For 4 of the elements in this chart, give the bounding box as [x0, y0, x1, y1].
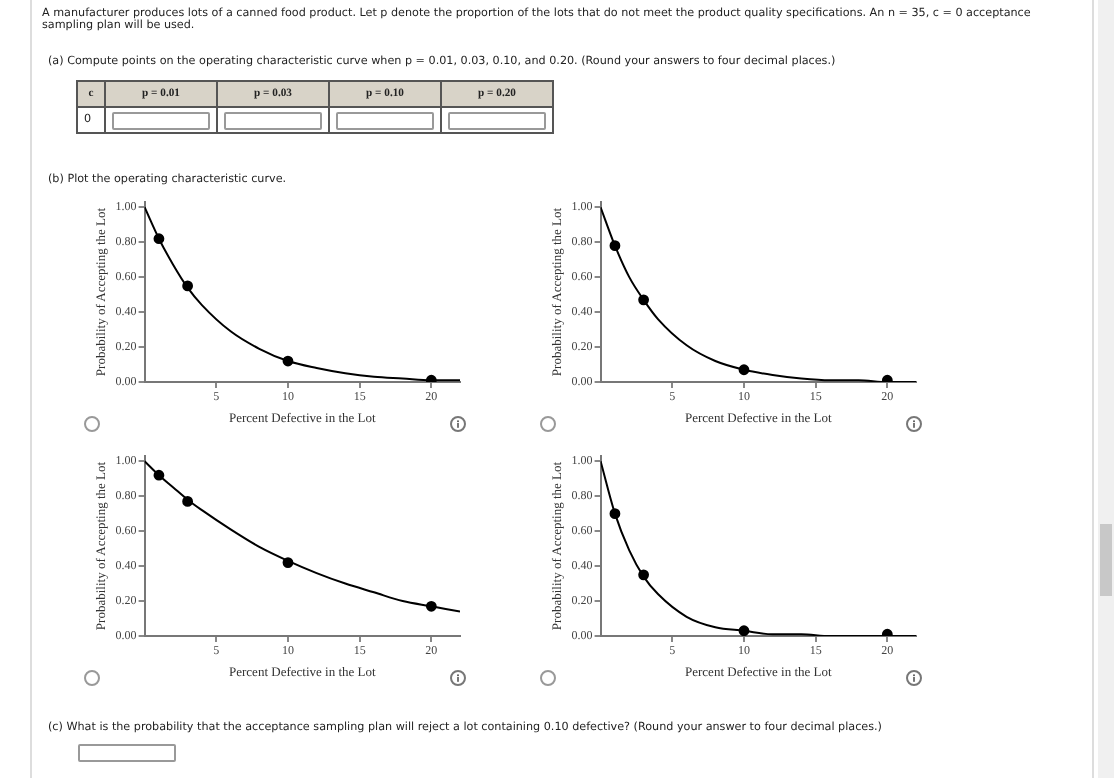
line-series	[144, 206, 460, 382]
line-series	[600, 460, 916, 636]
line-series	[144, 460, 460, 613]
line-series	[600, 206, 916, 382]
